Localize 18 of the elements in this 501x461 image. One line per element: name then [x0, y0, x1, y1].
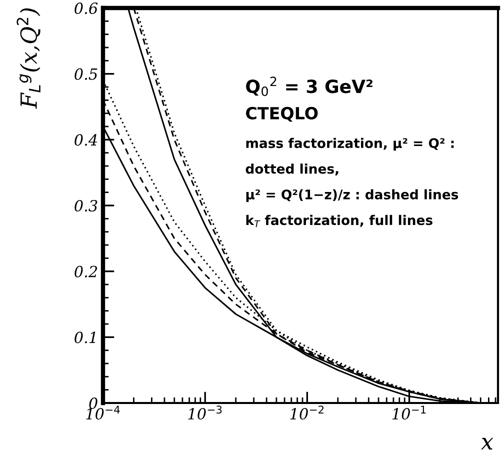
y-tick-label: 0.3 — [74, 200, 98, 212]
annotation: mass factorization, μ² = Q² : — [246, 138, 454, 151]
annotation: Q$_{0}$$^{2}$ = 3 GeV² — [246, 76, 372, 96]
y-tick-label: 0.2 — [74, 266, 98, 278]
annotation: μ² = Q²(1−z)/z : dashed lines — [246, 189, 458, 202]
annotation: dotted lines, — [246, 164, 338, 176]
x-tick-label: 10$^{−1}$ — [392, 406, 426, 420]
annotation: k$_{T}$ factorization, full lines — [246, 214, 432, 228]
x-tick-label: 10$^{−3}$ — [188, 406, 222, 420]
y-tick-label: 0.6 — [74, 2, 98, 14]
y-tick-label: 0.5 — [74, 68, 98, 80]
y-tick-label: 0.4 — [74, 134, 98, 146]
y-tick-label: 0 — [89, 397, 98, 410]
annotation: CTEQLO — [246, 106, 318, 122]
x-axis-title: x — [481, 438, 494, 450]
y-axis-title: F$_{L}$$^{g}$(x,Q$^{2}$) — [16, 8, 40, 109]
x-tick-label: 10$^{−2}$ — [290, 406, 324, 420]
y-tick-label: 0.1 — [74, 332, 96, 344]
